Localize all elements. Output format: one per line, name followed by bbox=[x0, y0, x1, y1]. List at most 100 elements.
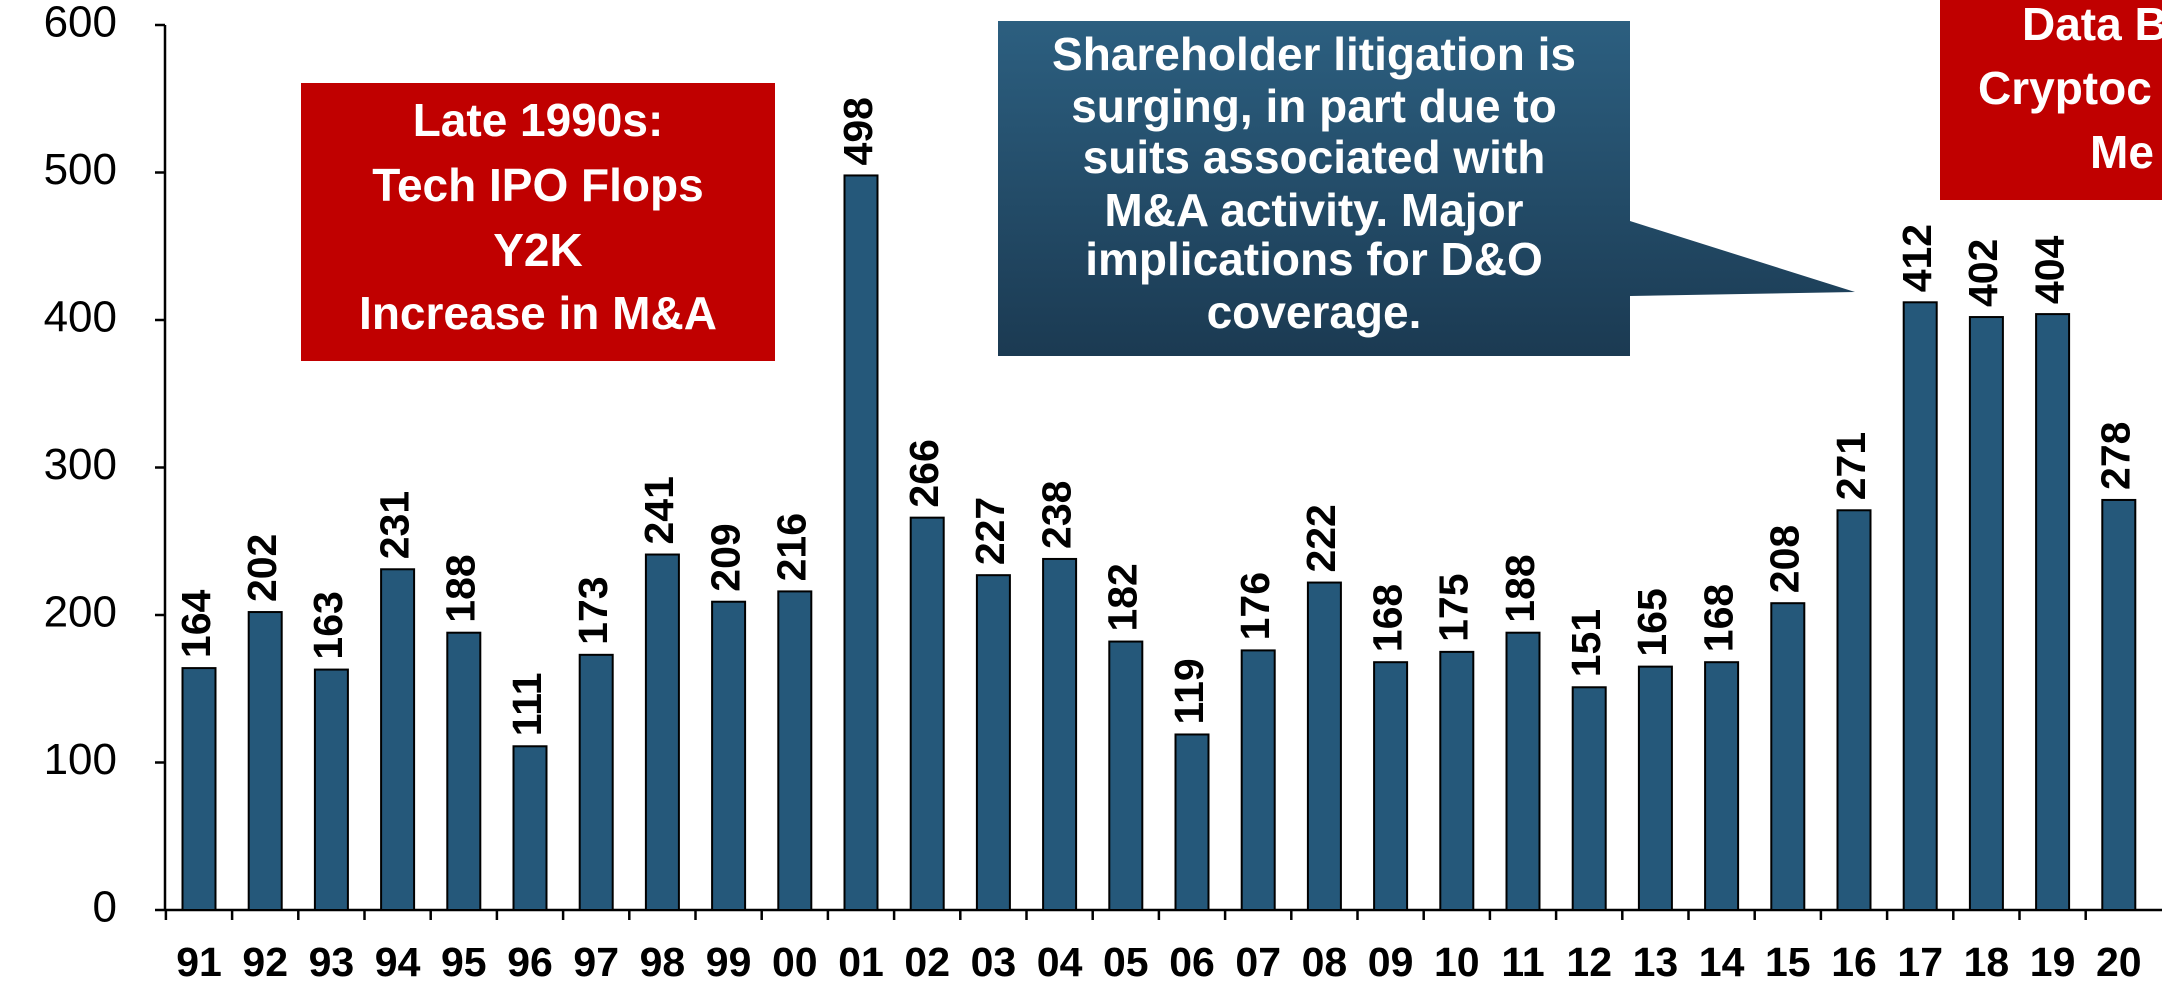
x-tick-label: 11 bbox=[1501, 939, 1544, 983]
x-tick-label: 14 bbox=[1699, 939, 1745, 983]
x-tick-label: 05 bbox=[1103, 939, 1149, 983]
bar bbox=[843, 174, 879, 911]
bar bbox=[711, 600, 747, 911]
data-label: 182 bbox=[1100, 563, 1146, 631]
bar bbox=[1439, 650, 1475, 911]
data-label: 151 bbox=[1563, 609, 1609, 677]
annotation-text: Tech IPO Flops bbox=[372, 159, 703, 211]
bar bbox=[975, 574, 1011, 911]
data-label: 164 bbox=[173, 589, 219, 658]
bar bbox=[644, 553, 680, 912]
annotation-text: M&A activity. Major bbox=[1104, 184, 1523, 236]
x-tick-label: 93 bbox=[309, 939, 355, 983]
bar bbox=[313, 668, 349, 912]
x-tick-label: 20 bbox=[2096, 939, 2142, 983]
x-tick-label: 94 bbox=[375, 939, 421, 983]
data-label: 227 bbox=[967, 497, 1013, 565]
bar bbox=[1174, 733, 1210, 911]
x-tick-label: 19 bbox=[2030, 939, 2076, 983]
y-tick-label: 100 bbox=[44, 735, 117, 784]
bar bbox=[247, 611, 283, 911]
annotation-text: Shareholder litigation is bbox=[1052, 28, 1576, 80]
bar bbox=[1704, 661, 1740, 912]
bar bbox=[1571, 686, 1607, 912]
bar bbox=[1836, 509, 1872, 911]
x-tick-label: 91 bbox=[176, 939, 222, 983]
data-label: 173 bbox=[570, 576, 616, 644]
callout-box bbox=[998, 21, 1855, 356]
data-label: 208 bbox=[1762, 525, 1808, 593]
x-tick-label: 16 bbox=[1831, 939, 1877, 983]
x-tick-label: 01 bbox=[838, 939, 884, 983]
y-tick-label: 400 bbox=[44, 293, 117, 342]
data-label: 175 bbox=[1431, 573, 1477, 641]
data-label: 271 bbox=[1828, 432, 1874, 500]
data-label: 209 bbox=[702, 523, 748, 591]
data-label: 111 bbox=[504, 672, 550, 736]
x-tick-label: 02 bbox=[904, 939, 950, 983]
annotation-text: implications for D&O bbox=[1085, 233, 1542, 285]
x-tick-label: 07 bbox=[1235, 939, 1281, 983]
bar bbox=[2101, 498, 2137, 911]
data-label: 188 bbox=[1497, 554, 1543, 622]
x-tick-label: 96 bbox=[507, 939, 553, 983]
x-tick-label: 10 bbox=[1434, 939, 1480, 983]
bar bbox=[1042, 557, 1078, 911]
data-label: 168 bbox=[1364, 584, 1410, 652]
annotation-text: Y2K bbox=[493, 224, 582, 276]
data-label: 176 bbox=[1232, 572, 1278, 640]
x-tick-label: 13 bbox=[1633, 939, 1679, 983]
bar bbox=[578, 653, 614, 912]
y-tick-label: 0 bbox=[93, 883, 117, 932]
data-label: 168 bbox=[1695, 584, 1741, 652]
y-tick-label: 200 bbox=[44, 588, 117, 637]
bar bbox=[777, 590, 813, 912]
bar bbox=[1505, 631, 1541, 911]
bar bbox=[380, 568, 416, 912]
data-label: 202 bbox=[239, 534, 285, 602]
x-tick-label: 00 bbox=[772, 939, 818, 983]
data-label: 163 bbox=[305, 591, 351, 659]
data-label: 498 bbox=[835, 97, 881, 165]
data-label: 119 bbox=[1166, 658, 1212, 724]
bar bbox=[1902, 301, 1938, 911]
x-tick-label: 95 bbox=[441, 939, 487, 983]
data-label: 231 bbox=[371, 491, 417, 559]
annotation-text: coverage. bbox=[1207, 286, 1422, 338]
x-tick-label: 12 bbox=[1566, 939, 1612, 983]
data-label: 216 bbox=[769, 513, 815, 581]
annotation-text: Data B bbox=[2022, 0, 2162, 50]
bar bbox=[181, 667, 217, 911]
annotation-text: Cryptoc bbox=[1978, 62, 2152, 114]
data-label: 222 bbox=[1298, 504, 1344, 572]
annotation-text: suits associated with bbox=[1083, 131, 1546, 183]
x-tick-label: 09 bbox=[1368, 939, 1414, 983]
data-label: 188 bbox=[438, 554, 484, 622]
data-label: 266 bbox=[901, 439, 947, 507]
x-tick-label: 08 bbox=[1302, 939, 1348, 983]
data-label: 165 bbox=[1629, 588, 1675, 656]
data-label: 238 bbox=[1033, 481, 1079, 549]
bar bbox=[1240, 649, 1276, 912]
annotation-box bbox=[1940, 0, 2162, 200]
y-tick-label: 600 bbox=[44, 0, 117, 47]
data-label: 241 bbox=[636, 476, 682, 544]
bar bbox=[512, 745, 548, 912]
data-label: 404 bbox=[2026, 235, 2072, 304]
x-tick-label: 15 bbox=[1765, 939, 1811, 983]
bar bbox=[1637, 665, 1673, 911]
bar bbox=[1968, 316, 2004, 911]
bar bbox=[1306, 581, 1342, 911]
bar bbox=[909, 516, 945, 912]
annotation-text: Increase in M&A bbox=[359, 287, 717, 339]
x-tick-label: 03 bbox=[971, 939, 1017, 983]
x-tick-label: 04 bbox=[1037, 939, 1083, 983]
data-label: 402 bbox=[1960, 239, 2006, 307]
annotation-text: Me bbox=[2090, 126, 2154, 178]
bar bbox=[1108, 640, 1144, 911]
y-tick-label: 300 bbox=[44, 440, 117, 489]
x-tick-label: 98 bbox=[640, 939, 686, 983]
bar bbox=[446, 631, 482, 911]
x-tick-label: 06 bbox=[1169, 939, 1215, 983]
